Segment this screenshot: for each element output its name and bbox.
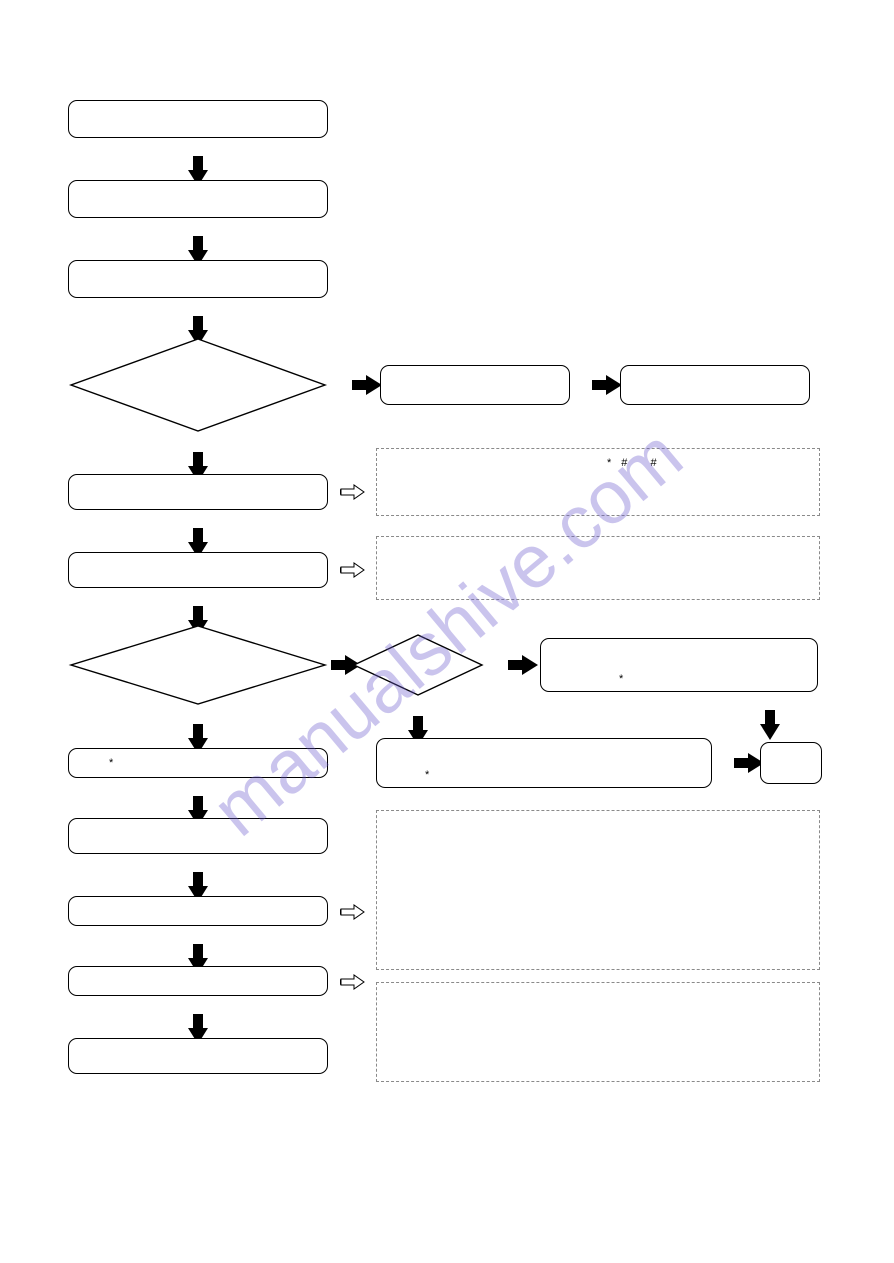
decision-diamond [67, 337, 329, 433]
process-box [68, 966, 328, 996]
note-box: *# # [376, 448, 820, 516]
flowchart-canvas: manualshive.com *# # * [0, 0, 894, 1263]
decision-diamond [67, 624, 329, 706]
node-mark: * [425, 769, 429, 781]
hand-pointer-icon [340, 972, 366, 992]
hand-pointer-icon [340, 560, 366, 580]
process-box [68, 552, 328, 588]
arrow-down-icon [760, 724, 780, 740]
process-box [68, 818, 328, 854]
note-box [376, 982, 820, 1082]
arrow-right-icon [522, 655, 538, 675]
hand-pointer-icon [340, 482, 366, 502]
process-box [68, 180, 328, 218]
note-box [376, 536, 820, 600]
process-box: * [540, 638, 818, 692]
hand-pointer-icon [340, 902, 366, 922]
process-box [68, 474, 328, 510]
process-box: * [68, 748, 328, 778]
process-box [68, 896, 328, 926]
node-mark: * [619, 673, 623, 685]
process-box [760, 742, 822, 784]
process-box [68, 260, 328, 298]
process-box [380, 365, 570, 405]
node-mark: * [109, 757, 113, 769]
process-box [68, 1038, 328, 1074]
process-box [68, 100, 328, 138]
note-marks: *# # [607, 457, 667, 469]
decision-diamond [351, 633, 485, 697]
note-box [376, 810, 820, 970]
process-box: * [376, 738, 712, 788]
process-box [620, 365, 810, 405]
